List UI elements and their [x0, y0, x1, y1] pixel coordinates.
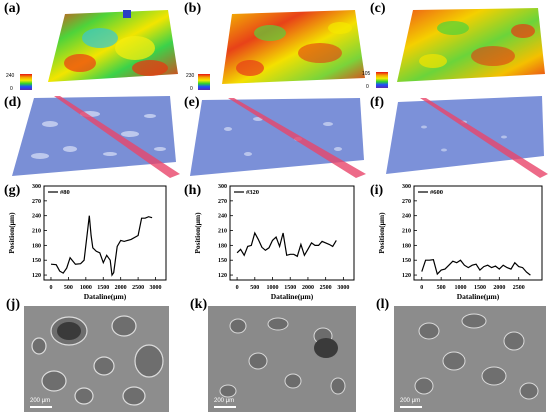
y-tick-label-i: 150 — [402, 258, 411, 264]
colorbar-b — [198, 74, 210, 90]
y-tick-label-h: 180 — [218, 243, 227, 249]
legend-label-i: #600 — [430, 189, 443, 196]
y-tick-label-g: 210 — [32, 229, 41, 235]
profile-chart-i: 0 500 1000 1500 2000 2500 120 150 180 210 240 270 30… — [377, 184, 543, 301]
colorbar-a — [20, 74, 32, 90]
y-tick-label-h: 300 — [218, 184, 227, 190]
x-tick-label-g: 0 — [49, 285, 52, 291]
scalebar-label-k: 200 μm — [214, 398, 235, 404]
data-line-g — [50, 215, 153, 277]
y-tick-label-i: 270 — [402, 199, 411, 205]
sem-image-j — [24, 306, 169, 412]
surface-render-f — [386, 96, 548, 178]
panel-label-g: (g) — [4, 183, 21, 198]
scalebar-label-l: 200 μm — [400, 398, 421, 404]
x-axis-label-g: Dataline(μm) — [84, 292, 127, 301]
surface-render-e — [190, 98, 366, 178]
y-tick-label-i: 300 — [402, 184, 411, 190]
panel-label-f: (f) — [370, 95, 384, 110]
y-tick-label-i: 210 — [402, 229, 411, 235]
panel-label-c: (c) — [370, 1, 386, 16]
x-tick-label-g: 2500 — [132, 285, 144, 291]
colorbar-b-max: 230 — [186, 73, 195, 79]
x-tick-label-h: 2500 — [320, 285, 332, 291]
sem-image-l — [394, 306, 546, 412]
x-tick-label-i: 2500 — [513, 285, 525, 291]
y-axis-label-h: Position(μm) — [193, 212, 202, 254]
y-tick-label-g: 240 — [32, 214, 41, 220]
x-tick-label-h: 2000 — [302, 285, 314, 291]
surface-render-d — [12, 96, 180, 178]
panel-label-k: (k) — [190, 297, 208, 312]
x-axis-label-i: Dataline(μm) — [457, 292, 500, 301]
x-tick-label-h: 1500 — [284, 285, 296, 291]
x-tick-label-h: 500 — [250, 285, 259, 291]
x-tick-label-i: 1000 — [455, 285, 467, 291]
panel-label-a: (a) — [4, 1, 21, 16]
x-tick-label-g: 1500 — [97, 285, 109, 291]
x-tick-label-g: 2000 — [115, 285, 127, 291]
profile-chart-h: 0 500 1000 1500 2000 2500 3000 120 150 180 210 240 2… — [193, 184, 355, 301]
colorbar-a-min: 0 — [10, 86, 13, 92]
y-tick-label-h: 240 — [218, 214, 227, 220]
x-tick-label-g: 500 — [64, 285, 73, 291]
plot-frame-i — [413, 185, 543, 281]
x-tick-label-h: 1000 — [267, 285, 279, 291]
y-axis-label-i: Position(μm) — [377, 212, 386, 254]
colorbar-c-max: 105 — [362, 71, 371, 77]
y-tick-label-g: 150 — [32, 258, 41, 264]
plot-frame-g — [43, 185, 167, 281]
panel-label-e: (e) — [184, 95, 200, 110]
colorbar-a-max: 240 — [6, 73, 15, 79]
x-tick-label-i: 2000 — [493, 285, 505, 291]
x-tick-label-h: 0 — [236, 285, 239, 291]
y-tick-label-g: 180 — [32, 243, 41, 249]
y-tick-label-g: 120 — [32, 273, 41, 279]
x-tick-label-h: 3000 — [337, 285, 349, 291]
y-tick-label-h: 120 — [218, 273, 227, 279]
y-tick-label-h: 150 — [218, 258, 227, 264]
colorbar-c-min: 0 — [366, 84, 369, 90]
x-axis-label-h: Dataline(μm) — [271, 292, 314, 301]
height-map-c — [397, 8, 545, 82]
height-map-b — [222, 10, 365, 84]
colorbar-c — [376, 72, 388, 88]
height-map-a — [48, 10, 178, 82]
y-tick-label-g: 270 — [32, 199, 41, 205]
y-tick-label-g: 300 — [32, 184, 41, 190]
plot-frame-h — [229, 185, 355, 281]
x-tick-label-g: 1000 — [80, 285, 92, 291]
panel-label-i: (i) — [370, 183, 384, 198]
data-line-i — [421, 259, 531, 276]
y-tick-label-i: 120 — [402, 273, 411, 279]
y-tick-label-i: 240 — [402, 214, 411, 220]
scalebar-label-j: 200 μm — [30, 398, 51, 404]
y-tick-label-h: 210 — [218, 229, 227, 235]
x-tick-label-g: 3000 — [150, 285, 162, 291]
y-axis-label-g: Position(μm) — [7, 212, 16, 254]
x-tick-label-i: 0 — [420, 285, 423, 291]
colorbar-b-min: 0 — [190, 86, 193, 92]
legend-label-g: #80 — [60, 189, 70, 196]
panel-label-b: (b) — [184, 1, 202, 16]
sem-image-k — [208, 306, 356, 412]
profile-chart-g: 0 500 1000 1500 2000 2500 3000 120 150 180 210 240 2… — [7, 184, 167, 301]
y-tick-label-h: 270 — [218, 199, 227, 205]
panel-label-h: (h) — [184, 183, 202, 198]
panel-label-d: (d) — [4, 95, 22, 110]
panel-label-j: (j) — [6, 297, 20, 312]
x-tick-label-i: 1500 — [474, 285, 486, 291]
legend-label-h: #320 — [246, 189, 259, 196]
panel-label-l: (l) — [376, 297, 390, 312]
x-tick-label-i: 500 — [437, 285, 446, 291]
data-line-h — [236, 231, 337, 258]
y-tick-label-i: 180 — [402, 243, 411, 249]
